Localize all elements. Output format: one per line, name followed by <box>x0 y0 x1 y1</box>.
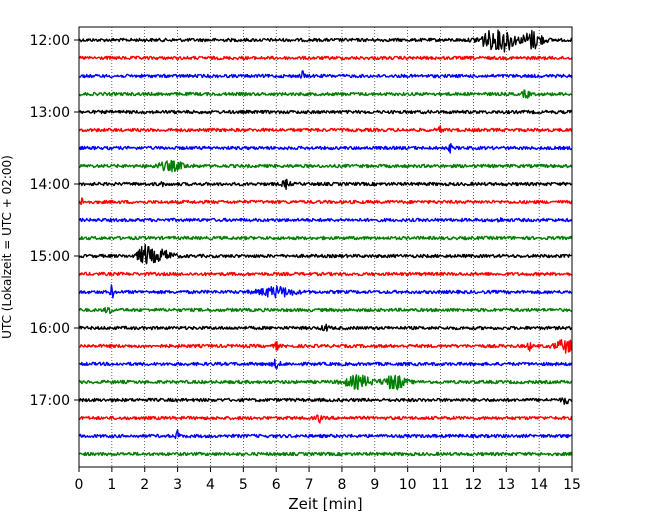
x-tick-label: 12 <box>464 477 482 493</box>
x-tick-label: 15 <box>563 477 581 493</box>
x-tick-label: 3 <box>173 477 182 493</box>
x-tick-label: 13 <box>497 477 515 493</box>
grid <box>111 27 540 467</box>
trace-row-1330 <box>78 143 573 154</box>
x-tick-label: 0 <box>75 477 84 493</box>
trace-row-1530 <box>78 284 573 299</box>
trace-row-1400 <box>78 178 573 191</box>
x-axis-ticks: 0 1 2 3 4 5 6 7 8 9 10 11 12 13 14 15 <box>75 467 581 493</box>
x-tick-label: 2 <box>140 477 149 493</box>
trace-row-1615 <box>78 339 573 354</box>
x-tick-label: 14 <box>530 477 548 493</box>
trace-row-1715 <box>78 414 573 424</box>
y-axis-label: UTC (Lokalzeit = UTC + 02:00) <box>0 155 14 339</box>
y-tick-label: 12:00 <box>30 33 70 49</box>
trace-row-1230 <box>78 70 573 79</box>
y-tick-label: 15:00 <box>30 249 70 265</box>
x-tick-label: 7 <box>305 477 314 493</box>
x-tick-label: 8 <box>337 477 346 493</box>
plot-frame <box>78 26 573 468</box>
y-tick-label: 17:00 <box>30 393 70 409</box>
trace-row-1600 <box>78 323 573 332</box>
x-tick-label: 11 <box>432 477 450 493</box>
trace-row-1445 <box>78 235 573 241</box>
trace-row-1745 <box>78 451 573 457</box>
trace-row-1315 <box>78 125 573 134</box>
x-tick-label: 5 <box>239 477 248 493</box>
trace-row-1630 <box>78 358 573 370</box>
x-tick-label: 9 <box>370 477 379 493</box>
trace-row-1430 <box>78 217 573 223</box>
trace-row-1215 <box>78 55 573 61</box>
trace-row-1500 <box>78 243 573 265</box>
traces <box>78 29 573 457</box>
trace-row-1700 <box>78 397 573 405</box>
x-tick-label: 4 <box>206 477 215 493</box>
trace-row-1200 <box>78 29 573 53</box>
x-tick-label: 1 <box>107 477 116 493</box>
y-tick-label: 13:00 <box>30 105 70 121</box>
trace-row-1345 <box>78 159 573 173</box>
x-tick-label: 10 <box>399 477 417 493</box>
trace-row-1245 <box>78 89 573 99</box>
y-tick-label: 14:00 <box>30 177 70 193</box>
trace-row-1545 <box>79 306 573 315</box>
trace-row-1300 <box>78 109 573 115</box>
trace-row-1645 <box>78 374 573 391</box>
trace-row-1730 <box>78 429 573 440</box>
y-tick-label: 16:00 <box>30 321 70 337</box>
trace-row-1515 <box>78 271 573 277</box>
x-tick-label: 6 <box>272 477 281 493</box>
y-axis-ticks: 12:00 13:00 14:00 15:00 16:00 17:00 <box>30 33 79 409</box>
trace-row-1415 <box>78 197 573 206</box>
x-axis-label: Zeit [min] <box>288 495 362 513</box>
